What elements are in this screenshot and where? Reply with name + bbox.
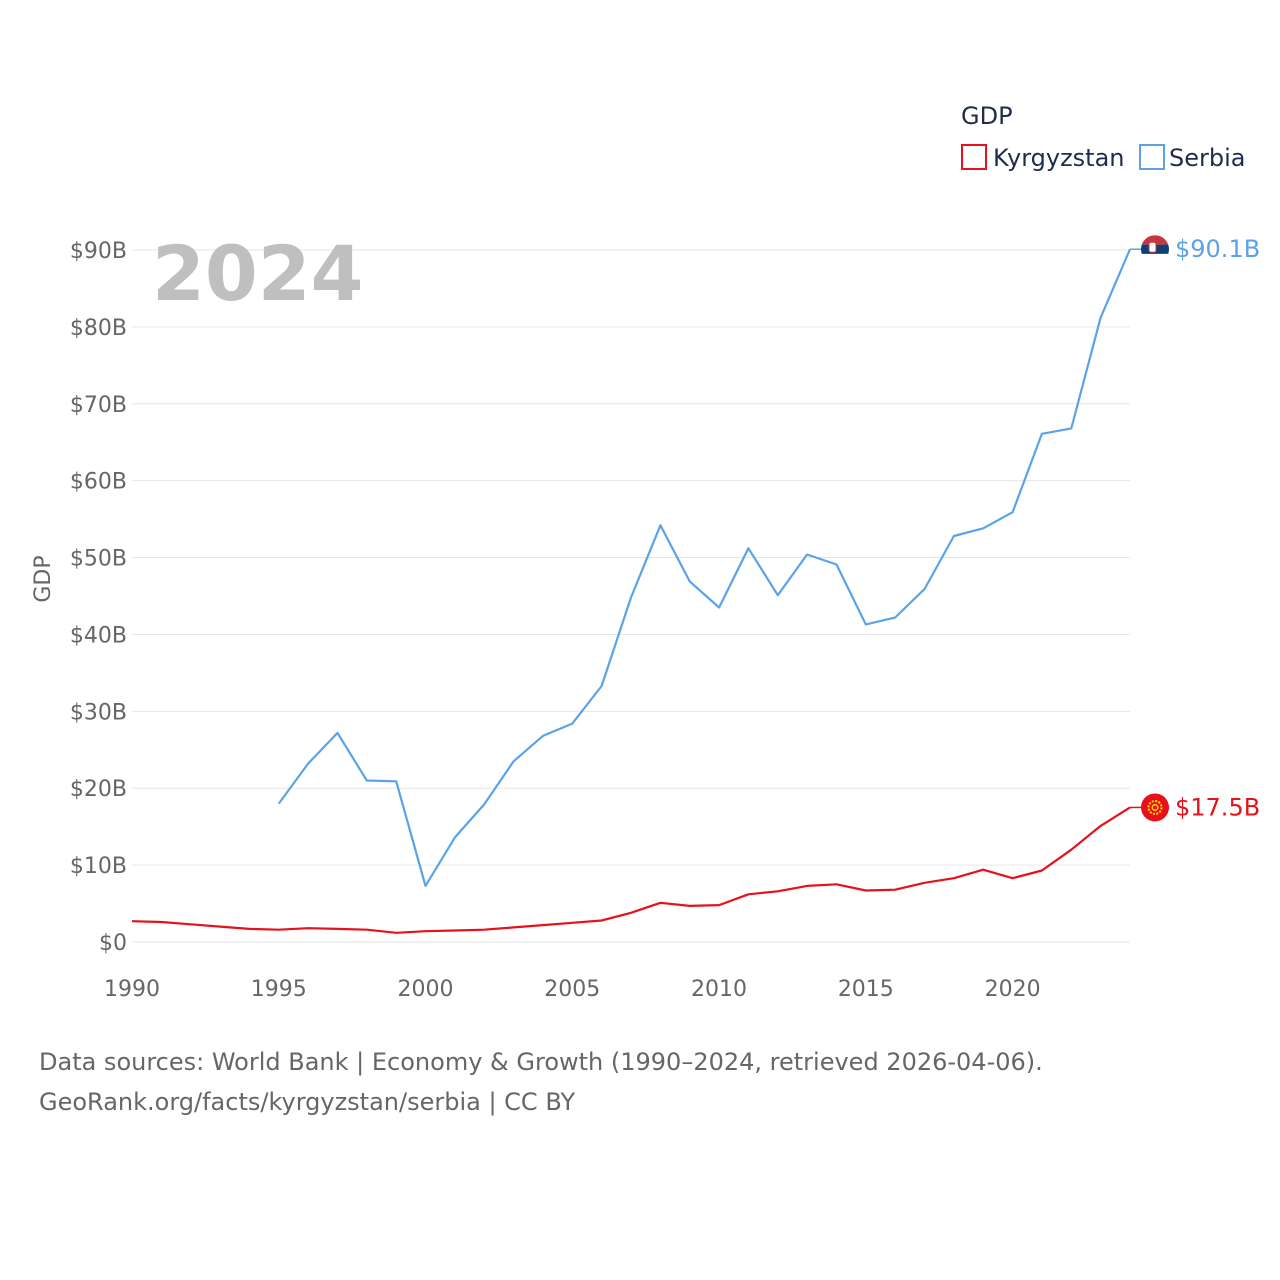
y-tick-label: $50B xyxy=(70,547,127,572)
series-end-markers: $17.5B $90.1B xyxy=(1130,235,1260,822)
y-tick-label: $20B xyxy=(70,777,127,802)
legend-label-serbia: Serbia xyxy=(1169,144,1245,172)
end-value-label-serbia: $90.1B xyxy=(1175,235,1260,263)
series-lines xyxy=(131,248,1132,934)
legend-item-kyrgyzstan[interactable]: Kyrgyzstan xyxy=(961,144,1125,172)
x-tick-label: 2010 xyxy=(691,977,747,1002)
y-tick-label: $0 xyxy=(99,931,127,956)
y-tick-label: $30B xyxy=(70,700,127,725)
x-tick-label: 2000 xyxy=(398,977,454,1002)
series-line-serbia[interactable] xyxy=(277,248,1132,887)
y-tick-label: $10B xyxy=(70,854,127,879)
footer-link-line[interactable]: GeoRank.org/facts/kyrgyzstan/serbia | CC… xyxy=(39,1088,576,1116)
legend-title: GDP xyxy=(961,102,1013,130)
x-tick-label: 1995 xyxy=(251,977,307,1002)
y-tick-label: $90B xyxy=(70,239,127,264)
grid-lines xyxy=(132,249,1130,943)
y-tick-label: $60B xyxy=(70,470,127,495)
kyrgyzstan-flag-icon xyxy=(1141,793,1169,822)
serbia-flag-icon xyxy=(1141,235,1169,264)
y-tick-label: $80B xyxy=(70,316,127,341)
legend: GDP Kyrgyzstan Serbia xyxy=(961,102,1245,172)
y-axis-title: GDP xyxy=(31,555,56,602)
footer-source-line: Data sources: World Bank | Economy & Gro… xyxy=(39,1048,1043,1076)
x-tick-label: 2020 xyxy=(985,977,1041,1002)
y-tick-label: $40B xyxy=(70,623,127,648)
x-tick-label: 2005 xyxy=(544,977,600,1002)
x-tick-label: 1990 xyxy=(104,977,160,1002)
year-watermark: 2024 xyxy=(152,229,364,318)
x-axis-ticks: 1990 1995 2000 2005 2010 2015 2020 xyxy=(104,977,1041,1002)
y-tick-label: $70B xyxy=(70,393,127,418)
x-tick-label: 2015 xyxy=(838,977,894,1002)
series-line-kyrgyzstan[interactable] xyxy=(131,806,1131,934)
legend-label-kyrgyzstan: Kyrgyzstan xyxy=(993,144,1125,172)
legend-swatch-kyrgyzstan xyxy=(961,144,987,170)
data-source-footer: Data sources: World Bank | Economy & Gro… xyxy=(39,1042,1043,1122)
y-axis-ticks: $0 $10B $20B $30B $40B $50B $60B $70B $80B $90B xyxy=(70,239,127,956)
legend-item-serbia[interactable]: Serbia xyxy=(1139,144,1245,172)
end-value-label-kyrgyzstan: $17.5B xyxy=(1175,793,1260,821)
legend-swatch-serbia xyxy=(1139,144,1165,170)
